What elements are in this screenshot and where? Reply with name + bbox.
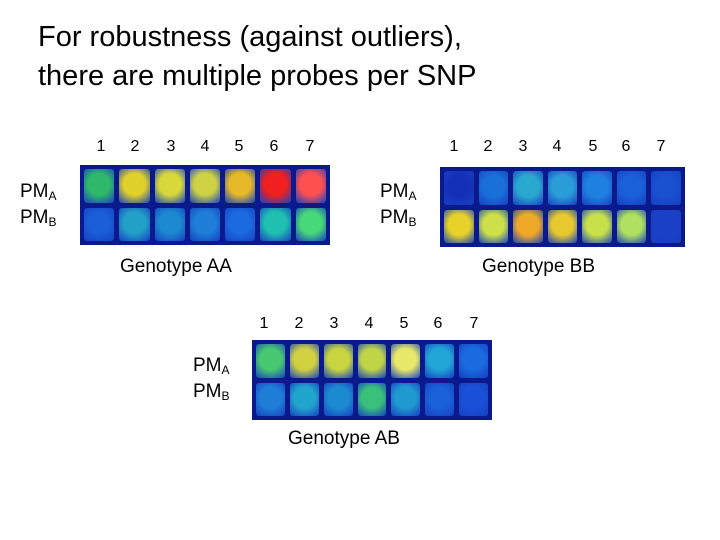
probe-number: 2 bbox=[483, 138, 493, 155]
probe-cell-pm-a bbox=[547, 171, 578, 205]
microarray-image bbox=[80, 165, 330, 245]
probe-number: 7 bbox=[656, 138, 666, 155]
probe-number: 1 bbox=[449, 138, 459, 155]
probe-cell-pm-b bbox=[582, 209, 612, 243]
probe-cell-pm-a bbox=[616, 171, 647, 205]
row-labels: PMA PMB bbox=[20, 181, 57, 233]
probe-cell-pm-a bbox=[513, 171, 543, 205]
row-labels: PMA PMB bbox=[380, 181, 417, 233]
probe-cell-pm-a bbox=[225, 169, 256, 203]
probe-cell-pm-b bbox=[225, 207, 256, 241]
probe-number: 4 bbox=[552, 138, 562, 155]
probe-number: 3 bbox=[329, 315, 339, 332]
probe-cell-pm-a bbox=[260, 169, 291, 203]
probe-cell-pm-a bbox=[425, 344, 455, 378]
probe-cell-pm-a bbox=[256, 344, 285, 378]
probe-number: 2 bbox=[130, 138, 140, 155]
probe-number: 5 bbox=[234, 138, 244, 155]
probe-cell-pm-b bbox=[391, 382, 421, 416]
probe-number: 3 bbox=[518, 138, 528, 155]
probe-cell-pm-a bbox=[391, 344, 421, 378]
probe-number: 1 bbox=[259, 315, 269, 332]
probe-cell-pm-b bbox=[289, 382, 319, 416]
probe-number: 5 bbox=[399, 315, 409, 332]
probe-cell-pm-b bbox=[119, 207, 150, 241]
probe-cell-pm-b bbox=[547, 209, 578, 243]
probe-cell-pm-b bbox=[444, 209, 474, 243]
probe-cell-pm-b bbox=[459, 382, 488, 416]
probe-cell-pm-a bbox=[478, 171, 509, 205]
probe-number: 6 bbox=[269, 138, 279, 155]
row-label-pm-b: PMB bbox=[380, 207, 417, 229]
probe-number: 4 bbox=[364, 315, 374, 332]
slide-title: For robustness (against outliers), there… bbox=[38, 21, 477, 92]
probe-number: 5 bbox=[588, 138, 598, 155]
probe-cell-pm-a bbox=[154, 169, 185, 203]
probe-cell-pm-a bbox=[444, 171, 474, 205]
panel-caption: Genotype AB bbox=[288, 428, 400, 449]
probe-cell-pm-a bbox=[119, 169, 150, 203]
row-label-pm-a: PMA bbox=[20, 181, 57, 203]
probe-cell-pm-a bbox=[289, 344, 319, 378]
probe-number: 6 bbox=[621, 138, 631, 155]
probe-cell-pm-b bbox=[295, 207, 326, 241]
probe-number: 7 bbox=[305, 138, 315, 155]
microarray-image bbox=[440, 167, 685, 247]
probe-cell-pm-b bbox=[323, 382, 353, 416]
probe-cell-pm-b bbox=[651, 209, 681, 243]
probe-cell-pm-b bbox=[154, 207, 185, 241]
probe-cell-pm-b bbox=[189, 207, 221, 241]
probe-cell-pm-b bbox=[256, 382, 285, 416]
probe-cell-pm-b bbox=[513, 209, 543, 243]
probe-number: 4 bbox=[200, 138, 210, 155]
probe-cell-pm-a bbox=[651, 171, 681, 205]
probe-cell-pm-a bbox=[459, 344, 488, 378]
probe-cell-pm-b bbox=[478, 209, 509, 243]
probe-cell-pm-a bbox=[189, 169, 221, 203]
microarray-image bbox=[252, 340, 492, 420]
probe-cell-pm-a bbox=[84, 169, 115, 203]
probe-cell-pm-b bbox=[425, 382, 455, 416]
probe-number: 1 bbox=[96, 138, 106, 155]
probe-cell-pm-b bbox=[260, 207, 291, 241]
probe-cell-pm-b bbox=[84, 207, 115, 241]
row-label-pm-b: PMB bbox=[193, 381, 230, 403]
probe-number: 7 bbox=[469, 315, 479, 332]
probe-cell-pm-a bbox=[582, 171, 612, 205]
probe-number: 6 bbox=[433, 315, 443, 332]
probe-number: 3 bbox=[166, 138, 176, 155]
row-labels: PMA PMB bbox=[193, 355, 230, 407]
probe-cell-pm-a bbox=[323, 344, 353, 378]
probe-cell-pm-a bbox=[295, 169, 326, 203]
row-label-pm-a: PMA bbox=[380, 181, 417, 203]
probe-number: 2 bbox=[294, 315, 304, 332]
row-label-pm-a: PMA bbox=[193, 355, 230, 377]
panel-caption: Genotype BB bbox=[482, 256, 596, 277]
probe-cell-pm-b bbox=[357, 382, 387, 416]
probe-cell-pm-b bbox=[616, 209, 647, 243]
row-label-pm-b: PMB bbox=[20, 207, 57, 229]
panel-caption: Genotype AA bbox=[120, 256, 232, 277]
probe-cell-pm-a bbox=[357, 344, 387, 378]
